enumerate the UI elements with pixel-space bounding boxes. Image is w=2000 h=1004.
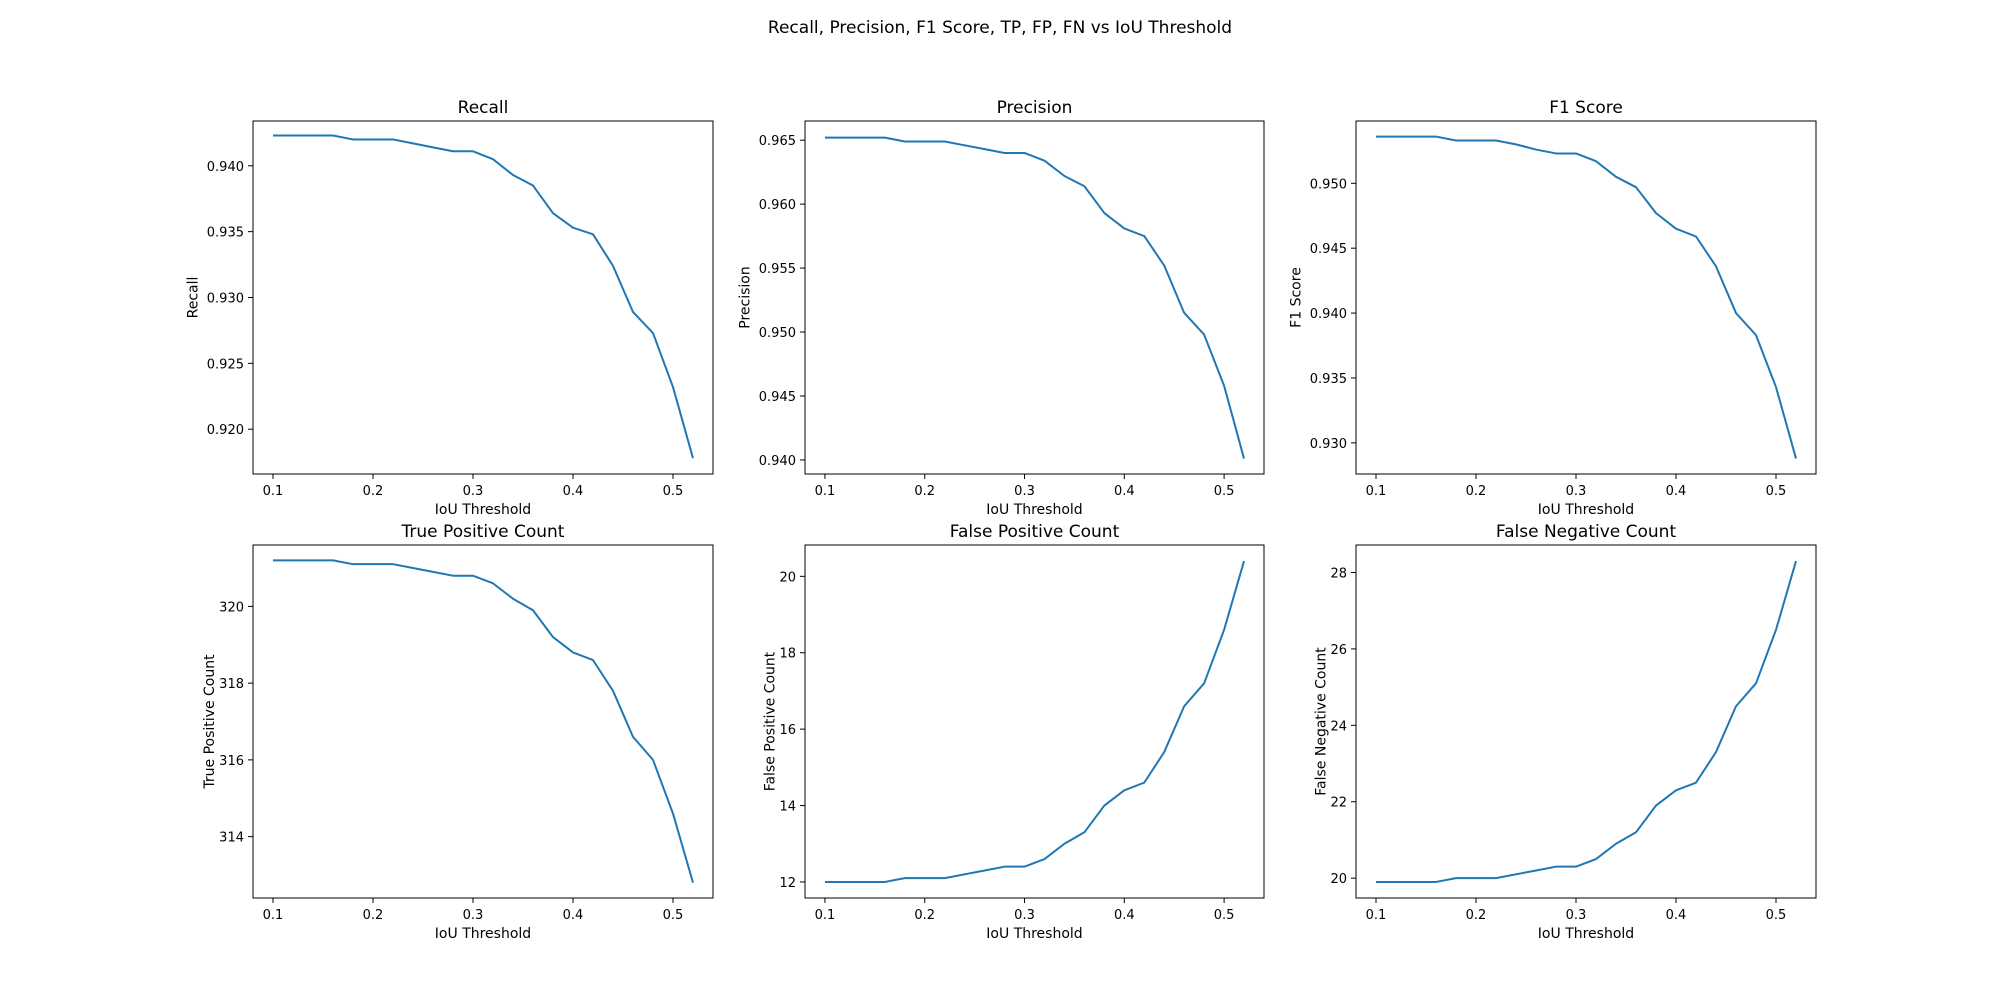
series-line-recall [273,134,694,459]
y-axis-label: False Negative Count [1313,647,1329,796]
x-tick-label: 0.5 [1214,908,1235,923]
x-tick-label: 0.1 [815,908,836,923]
series-line-precision [824,136,1246,459]
x-tick-label: 0.5 [1766,484,1787,499]
axes-frame [804,120,1265,475]
y-tick-label: 0.925 [207,357,244,372]
x-tick-label: 0.3 [463,484,484,499]
x-tick-label: 0.2 [363,484,384,499]
y-tick-label: 14 [779,800,796,815]
x-tick-label: 0.5 [1214,484,1235,499]
y-tick-label: 0.940 [1310,307,1347,322]
x-tick-label: 0.4 [563,908,584,923]
y-tick-label: 0.960 [759,198,796,213]
y-tick-label: 0.955 [759,262,796,277]
subplot-title-f1-score: F1 Score [1549,98,1623,118]
x-axis-label: IoU Threshold [1538,926,1634,942]
y-tick-label: 0.965 [759,134,796,149]
subplot-true-positive-count: True Positive Count 0.1 0.2 0.3 0.4 0.5 314 316… [202,522,714,942]
y-tick-label: 22 [1330,796,1347,811]
axes-frame [1355,544,1817,899]
y-tick-label: 0.945 [1310,242,1347,257]
figure-suptitle: Recall, Precision, F1 Score, TP, FP, FN … [768,18,1232,38]
x-tick-label: 0.3 [1566,484,1587,499]
y-tick-label: 0.930 [207,292,244,307]
y-axis-label: F1 Score [1289,267,1305,328]
y-tick-label: 0.940 [207,160,244,175]
axes-frame [1355,120,1817,475]
y-tick-label: 26 [1330,643,1347,658]
x-tick-label: 0.3 [1014,484,1035,499]
subplot-title-precision: Precision [997,98,1073,118]
x-tick-label: 0.4 [1114,908,1135,923]
y-axis-label: Precision [738,266,754,328]
y-tick-label: 16 [779,723,796,738]
subplot-recall: Recall 0.1 0.2 0.3 0.4 0.5 0.920 0.925 0.930 0.93… [186,98,714,518]
x-tick-label: 0.5 [663,484,684,499]
y-tick-label: 0.950 [1310,177,1347,192]
y-tick-label: 0.935 [207,226,244,241]
x-axis-label: IoU Threshold [435,926,531,942]
subplot-title-false-negative-count: False Negative Count [1496,522,1677,542]
series-line-false-negative-count [1376,560,1797,883]
y-tick-label: 0.945 [759,390,796,405]
x-tick-label: 0.3 [463,908,484,923]
axes-frame [804,544,1265,899]
x-tick-label: 0.1 [815,484,836,499]
x-tick-label: 0.4 [1114,484,1135,499]
x-axis-label: IoU Threshold [986,502,1082,518]
x-tick-label: 0.4 [1666,484,1687,499]
y-axis-label: Recall [186,277,202,319]
subplot-title-true-positive-count: True Positive Count [401,522,565,542]
x-tick-label: 0.4 [1666,908,1687,923]
y-tick-label: 28 [1330,567,1347,582]
x-tick-label: 0.2 [1466,908,1487,923]
y-tick-label: 18 [779,647,796,662]
x-tick-label: 0.3 [1014,908,1035,923]
y-tick-label: 318 [219,677,244,692]
series-line-f1-score [1376,135,1797,459]
y-tick-label: 320 [219,600,244,615]
y-tick-label: 316 [219,754,244,769]
x-tick-label: 0.2 [914,484,935,499]
subplot-title-recall: Recall [458,98,509,118]
y-tick-label: 0.930 [1310,437,1347,452]
subplot-false-positive-count: False Positive Count 0.1 0.2 0.3 0.4 0.5 12 14 1… [762,522,1265,942]
y-tick-label: 12 [779,876,796,891]
x-axis-label: IoU Threshold [986,926,1082,942]
y-tick-label: 24 [1330,719,1347,734]
x-tick-label: 0.3 [1566,908,1587,923]
x-tick-label: 0.5 [1766,908,1787,923]
x-tick-label: 0.1 [263,484,284,499]
x-tick-label: 0.1 [1366,908,1387,923]
series-line-true-positive-count [273,559,694,883]
y-tick-label: 0.940 [759,454,796,469]
y-tick-label: 20 [1330,872,1347,887]
x-axis-label: IoU Threshold [1538,502,1634,518]
subplot-title-false-positive-count: False Positive Count [950,522,1120,542]
subplot-precision: Precision 0.1 0.2 0.3 0.4 0.5 0.940 0.945 0.950 0… [738,98,1265,518]
x-tick-label: 0.2 [363,908,384,923]
x-tick-label: 0.1 [263,908,284,923]
x-tick-label: 0.2 [914,908,935,923]
x-tick-label: 0.5 [663,908,684,923]
y-axis-label: False Positive Count [762,651,778,791]
subplot-f1-score: F1 Score 0.1 0.2 0.3 0.4 0.5 0.930 0.935 0.940 0.… [1289,98,1817,518]
x-tick-label: 0.4 [563,484,584,499]
series-line-false-positive-count [824,560,1246,883]
x-tick-label: 0.1 [1366,484,1387,499]
y-tick-label: 0.935 [1310,372,1347,387]
y-tick-label: 314 [219,831,244,846]
x-tick-label: 0.2 [1466,484,1487,499]
y-tick-label: 20 [779,570,796,585]
subplot-false-negative-count: False Negative Count 0.1 0.2 0.3 0.4 0.5 20 22 2… [1313,522,1817,942]
axes-frame [252,544,714,899]
x-axis-label: IoU Threshold [435,502,531,518]
axes-frame [252,120,714,475]
y-tick-label: 0.950 [759,326,796,341]
y-tick-label: 0.920 [207,423,244,438]
y-axis-label: True Positive Count [202,654,218,790]
